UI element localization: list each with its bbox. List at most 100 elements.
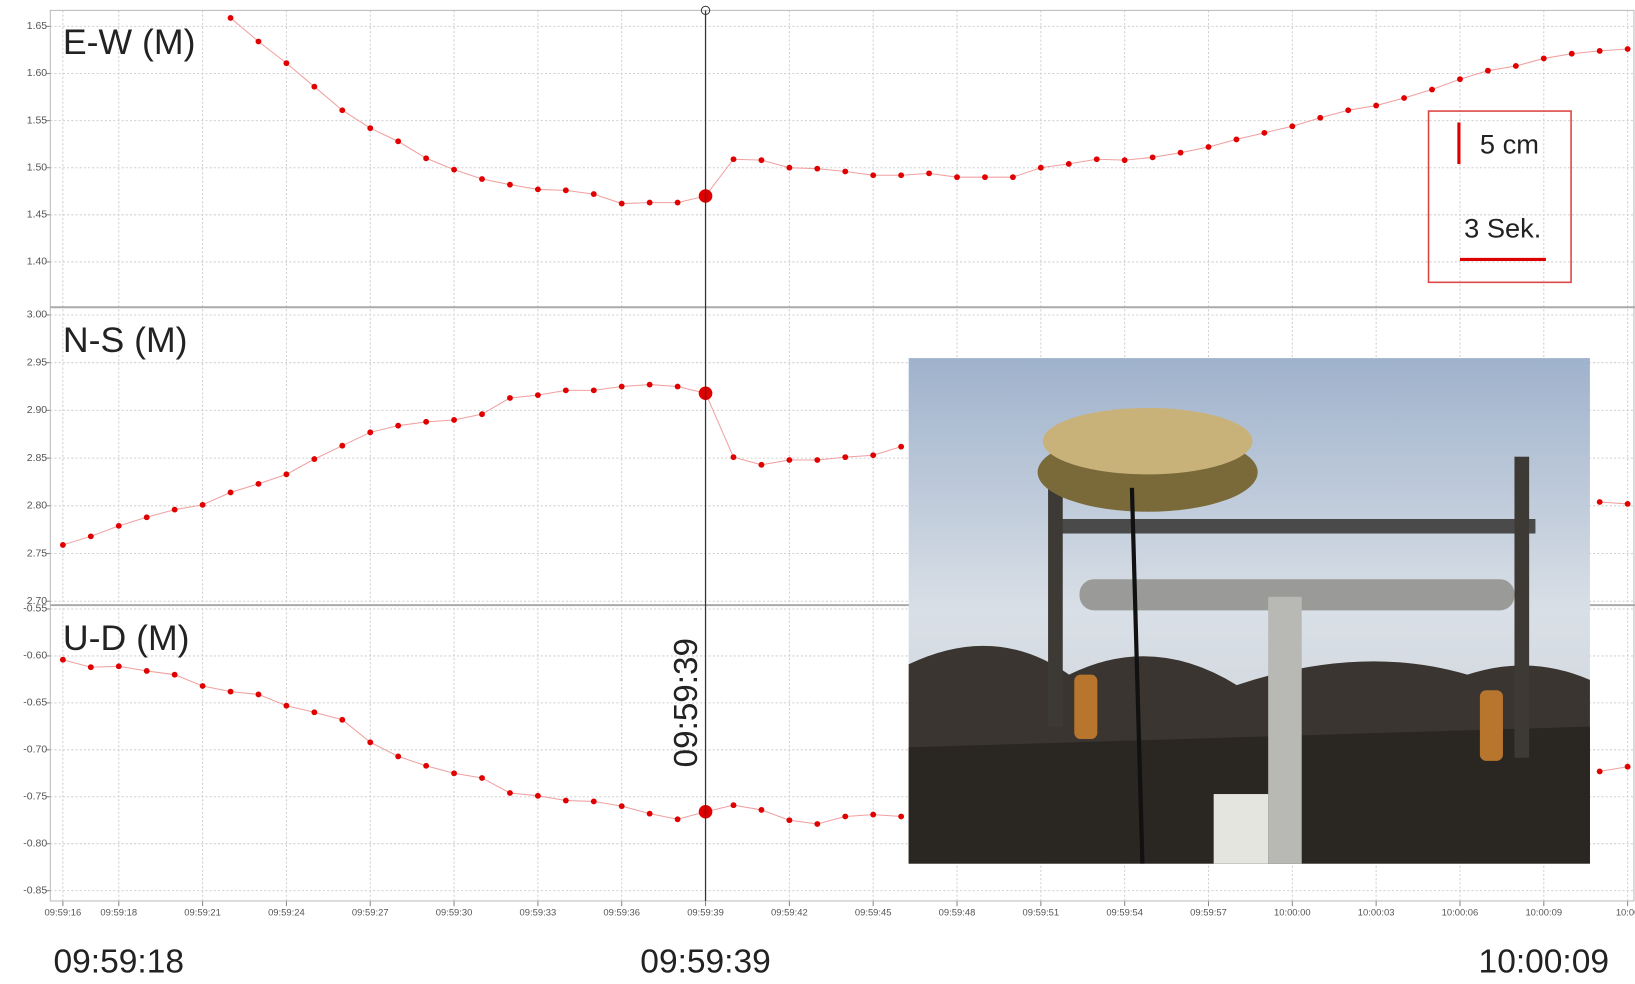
x-tick-label: 09:59:45 bbox=[855, 908, 892, 918]
data-point bbox=[143, 514, 150, 521]
x-tick-label: 09:59:36 bbox=[603, 908, 640, 918]
data-layer bbox=[59, 10, 1631, 901]
data-point bbox=[255, 691, 262, 698]
y-tick-label: 2.85 bbox=[27, 453, 48, 464]
data-point bbox=[339, 716, 346, 723]
data-point bbox=[1624, 46, 1631, 52]
y-tick-label: -0.80 bbox=[23, 838, 47, 849]
data-point bbox=[171, 506, 178, 513]
data-point bbox=[730, 454, 737, 461]
data-point bbox=[1065, 161, 1072, 167]
data-point bbox=[115, 522, 122, 529]
data-point bbox=[842, 454, 849, 461]
data-point bbox=[618, 200, 625, 207]
x-tick-label: 09:59:16 bbox=[45, 908, 82, 918]
data-point bbox=[1596, 499, 1603, 505]
data-point bbox=[479, 411, 485, 418]
data-point bbox=[842, 168, 849, 175]
data-point bbox=[227, 15, 234, 21]
plot-frame bbox=[49, 9, 1635, 902]
x-tick-label: 09:59:57 bbox=[1190, 908, 1227, 918]
data-point bbox=[451, 166, 458, 173]
data-point bbox=[1429, 86, 1435, 93]
data-point bbox=[730, 156, 737, 163]
x-tick-label: 09:59:48 bbox=[939, 908, 976, 918]
data-point bbox=[1289, 123, 1296, 130]
data-point bbox=[646, 810, 653, 817]
data-point bbox=[814, 457, 821, 463]
data-point bbox=[59, 656, 66, 663]
y-tick-label: 3.00 bbox=[27, 310, 48, 321]
data-point bbox=[255, 480, 262, 487]
scale-horizontal-label: 3 Sek. bbox=[1464, 213, 1541, 244]
data-point bbox=[1345, 107, 1352, 114]
time-label: 09:59:39 bbox=[640, 944, 770, 981]
x-tick-label: 10:00:06 bbox=[1442, 908, 1479, 918]
y-tick-label: 2.75 bbox=[27, 548, 48, 559]
data-point bbox=[1596, 768, 1603, 775]
data-point bbox=[115, 663, 122, 670]
data-point bbox=[1037, 164, 1044, 171]
data-point bbox=[87, 533, 94, 540]
y-tick-label: -0.65 bbox=[23, 698, 47, 709]
data-point bbox=[367, 125, 374, 132]
data-point bbox=[1484, 67, 1491, 74]
y-tick-label: 1.65 bbox=[27, 21, 48, 32]
time-label: 09:59:18 bbox=[54, 944, 184, 981]
data-point bbox=[171, 671, 178, 678]
data-point bbox=[227, 688, 234, 695]
data-point bbox=[143, 668, 150, 674]
data-point bbox=[590, 191, 597, 197]
data-point bbox=[1149, 154, 1156, 161]
data-point bbox=[842, 813, 849, 820]
y-tick-label: 1.55 bbox=[27, 115, 48, 126]
y-tick-label: -0.55 bbox=[23, 604, 47, 615]
x-tick-label: 10:00:00 bbox=[1274, 908, 1311, 918]
x-tick-label: 09:59:33 bbox=[520, 908, 557, 918]
data-point bbox=[87, 664, 94, 671]
data-point bbox=[395, 422, 402, 429]
data-point bbox=[1624, 763, 1631, 770]
y-tick-label: 2.80 bbox=[27, 501, 48, 512]
data-point bbox=[646, 381, 653, 388]
data-point bbox=[814, 821, 821, 827]
data-point bbox=[1317, 114, 1324, 121]
data-point bbox=[423, 418, 430, 425]
data-point bbox=[1177, 149, 1184, 156]
data-point bbox=[283, 471, 290, 478]
y-tick-label: 2.70 bbox=[27, 596, 48, 607]
data-point bbox=[59, 542, 66, 548]
data-point bbox=[674, 816, 681, 823]
data-point bbox=[618, 383, 625, 390]
data-point bbox=[395, 753, 402, 760]
x-tick-label: 09:59:24 bbox=[268, 908, 305, 918]
photo-inset bbox=[908, 358, 1590, 864]
data-point bbox=[926, 170, 933, 177]
data-point bbox=[562, 187, 569, 194]
data-point bbox=[758, 461, 765, 468]
data-point bbox=[339, 107, 346, 114]
data-point bbox=[283, 702, 290, 709]
data-point bbox=[395, 138, 402, 145]
y-tick-label: 1.60 bbox=[27, 68, 48, 79]
data-point bbox=[1373, 102, 1380, 109]
data-point bbox=[534, 392, 541, 399]
y-tick-label: 2.95 bbox=[27, 357, 48, 368]
data-point bbox=[870, 452, 877, 459]
data-point bbox=[423, 155, 430, 162]
x-tick-label: 10:00:09 bbox=[1525, 908, 1562, 918]
data-point bbox=[786, 817, 793, 824]
time-label: 10:00:09 bbox=[1479, 944, 1609, 981]
data-point bbox=[674, 383, 681, 390]
data-point bbox=[1233, 136, 1240, 143]
y-tick-label: -0.70 bbox=[23, 745, 47, 756]
data-point bbox=[618, 803, 625, 810]
data-point bbox=[423, 762, 430, 769]
data-point bbox=[1261, 129, 1268, 136]
panel-title: E-W (M) bbox=[63, 22, 196, 62]
x-tick-label: 09:59:18 bbox=[100, 908, 137, 918]
data-point bbox=[870, 811, 877, 818]
data-point bbox=[646, 199, 653, 206]
